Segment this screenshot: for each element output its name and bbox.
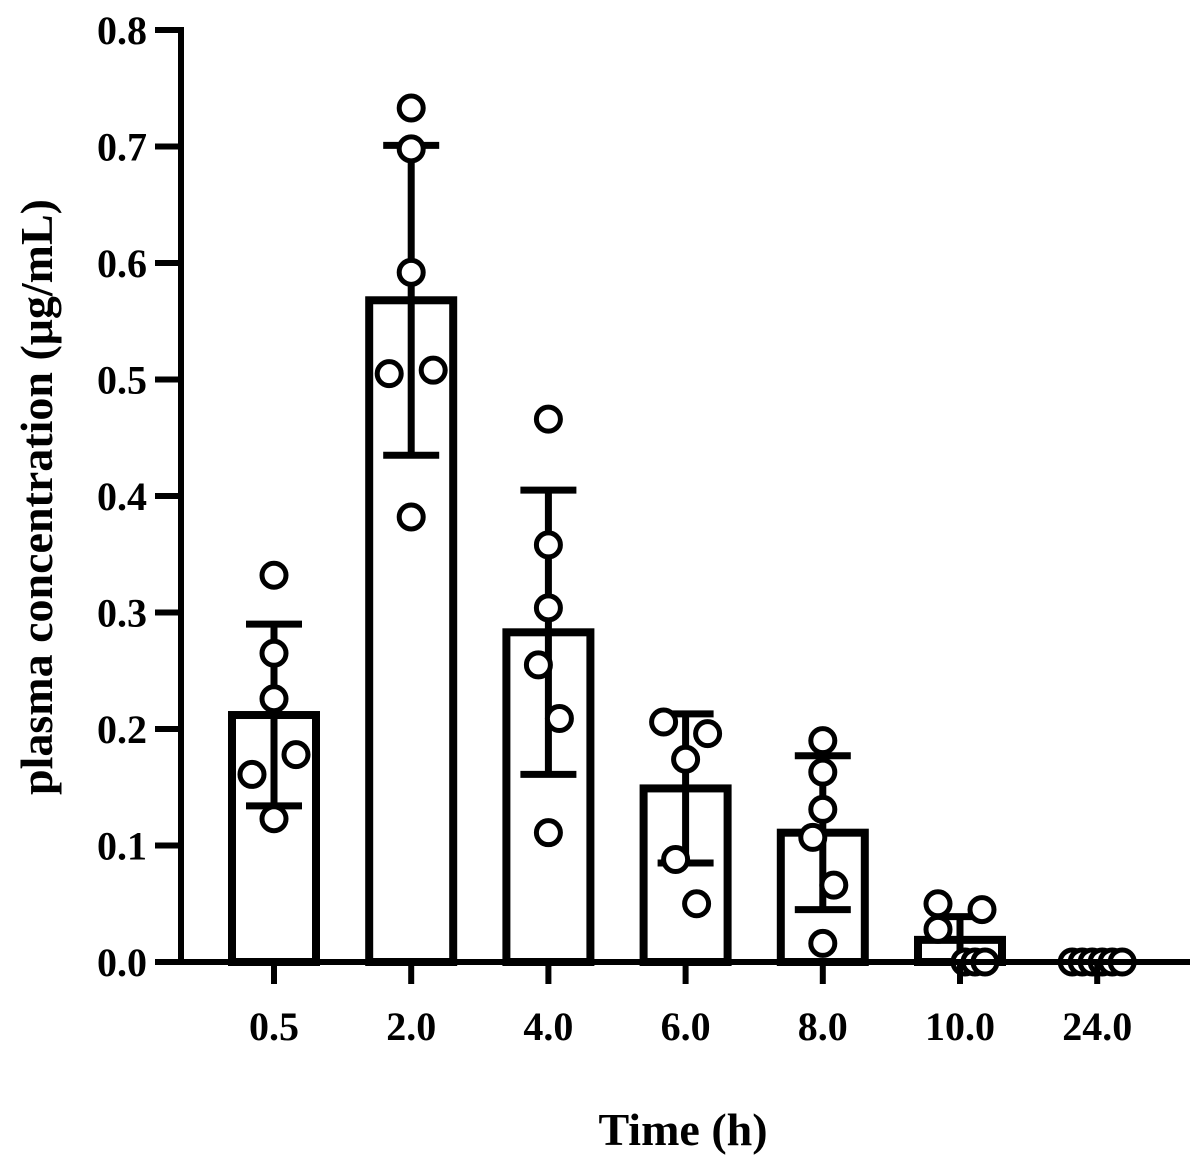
data-point-0.5-1	[259, 560, 289, 590]
data-point-6.0-2	[693, 719, 723, 749]
data-point-4.0-3	[533, 593, 563, 623]
data-point-8.0-2	[808, 757, 838, 787]
data-point-8.0-5	[819, 870, 849, 900]
y-ticks-layer: 0.0 0.1 0.2 0.3 0.4 0.5 0.6 0.7 0.8	[97, 8, 181, 985]
y-tick-label-0.1: 0.1	[97, 824, 147, 869]
y-tick-label-0.6: 0.6	[97, 241, 147, 286]
y-tick-label-0.8: 0.8	[97, 8, 147, 53]
x-tick-label-10.0: 10.0	[925, 1004, 995, 1049]
x-tick-label-0.5: 0.5	[249, 1004, 299, 1049]
bar-6.0	[639, 784, 732, 966]
data-point-8.0-1	[808, 726, 838, 756]
y-tick-label-0.7: 0.7	[97, 125, 147, 170]
data-point-2.0-1	[396, 93, 426, 123]
data-point-4.0-5	[544, 704, 574, 734]
x-tick-label-24.0: 24.0	[1062, 1004, 1132, 1049]
data-point-6.0-1	[649, 707, 679, 737]
data-point-0.5-6	[259, 804, 289, 834]
data-point-6.0-5	[682, 889, 712, 919]
data-point-2.0-4	[418, 355, 448, 385]
data-point-0.5-4	[281, 740, 311, 770]
data-point-4.0-1	[533, 404, 563, 434]
data-point-4.0-6	[533, 818, 563, 848]
data-point-0.5-5	[237, 759, 267, 789]
data-point-4.0-4	[523, 650, 553, 680]
data-point-2.0-5	[374, 359, 404, 389]
x-axis-title: Time (h)	[598, 1104, 767, 1155]
data-point-0.5-3	[259, 684, 289, 714]
data-point-8.0-4	[798, 822, 828, 852]
data-point-2.0-6	[396, 502, 426, 532]
y-tick-label-0.2: 0.2	[97, 707, 147, 752]
y-tick-label-0.4: 0.4	[97, 474, 147, 519]
data-point-0.5-2	[259, 638, 289, 668]
y-tick-label-0.5: 0.5	[97, 358, 147, 403]
data-point-8.0-3	[808, 794, 838, 824]
x-tick-label-6.0: 6.0	[661, 1004, 711, 1049]
x-tick-label-2.0: 2.0	[386, 1004, 436, 1049]
data-point-2.0-2	[396, 134, 426, 164]
data-point-8.0-6	[808, 928, 838, 958]
x-tick-label-8.0: 8.0	[798, 1004, 848, 1049]
data-point-10.0-3	[923, 914, 953, 944]
bars-layer	[228, 296, 1006, 967]
data-point-2.0-3	[396, 257, 426, 287]
data-point-6.0-4	[661, 844, 691, 874]
error-bars-layer	[246, 141, 988, 962]
data-point-4.0-2	[533, 530, 563, 560]
data-point-6.0-3	[671, 744, 701, 774]
data-point-10.0-1	[923, 889, 953, 919]
y-tick-label-0.0: 0.0	[97, 940, 147, 985]
x-tick-label-4.0: 4.0	[523, 1004, 573, 1049]
y-tick-label-0.3: 0.3	[97, 591, 147, 636]
data-point-10.0-2	[967, 895, 997, 925]
y-axis-title: plasma concentration (μg/mL)	[11, 199, 62, 795]
x-ticks-layer: 0.5 2.0 4.0 6.0 8.0 10.0 24.0	[249, 962, 1132, 1049]
